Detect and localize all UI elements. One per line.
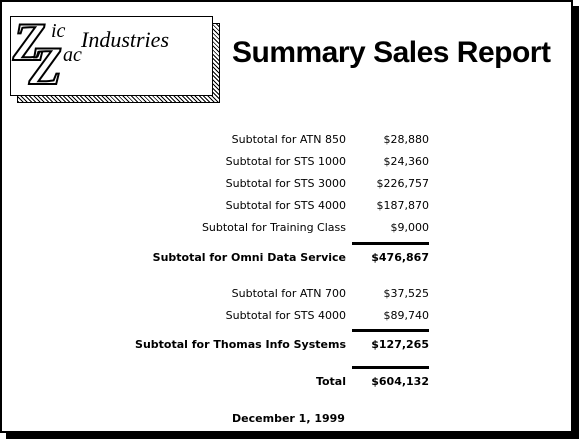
line-item: Subtotal for STS 4000 $89,740 — [2, 306, 575, 326]
line-item: Subtotal for ATN 700 $37,525 — [2, 284, 575, 304]
company-logo: Z ic Z ac Industries — [10, 12, 213, 96]
logo-letter-z-top: Z — [12, 12, 47, 72]
line-item-label: Subtotal for STS 4000 — [225, 309, 346, 322]
logo-letter-z-bottom: Z — [28, 36, 63, 96]
line-item: Subtotal for ATN 850 $28,880 — [2, 130, 575, 150]
line-item-amount: $28,880 — [383, 133, 430, 146]
grand-total: Total $604,132 — [2, 372, 575, 392]
line-item-label: Subtotal for STS 1000 — [225, 155, 346, 168]
total-rule — [352, 366, 429, 369]
line-item: Subtotal for STS 3000 $226,757 — [2, 174, 575, 194]
logo-text-ic: ic — [51, 20, 66, 42]
grand-total-label: Total — [315, 375, 346, 388]
subtotal-rule — [352, 242, 429, 245]
group-subtotal-amount: $476,867 — [371, 251, 429, 264]
line-item-label: Subtotal for ATN 700 — [231, 287, 346, 300]
report-title: Summary Sales Report — [232, 36, 551, 69]
line-item: Subtotal for STS 1000 $24,360 — [2, 152, 575, 172]
group-subtotal-label: Subtotal for Thomas Info Systems — [135, 338, 346, 351]
line-item-label: Subtotal for STS 3000 — [225, 177, 346, 190]
group-subtotal: Subtotal for Omni Data Service $476,867 — [2, 248, 575, 268]
line-item-label: Subtotal for STS 4000 — [225, 199, 346, 212]
report-date: December 1, 1999 — [232, 412, 345, 425]
report-window: Z ic Z ac Industries Summary Sales Repor… — [0, 0, 573, 433]
line-item-amount: $89,740 — [383, 309, 430, 322]
grand-total-amount: $604,132 — [371, 375, 429, 388]
group-subtotal-label: Subtotal for Omni Data Service — [152, 251, 346, 264]
line-item: Subtotal for Training Class $9,000 — [2, 218, 575, 238]
line-item-amount: $226,757 — [376, 177, 430, 190]
logo-text-ac: ac — [63, 44, 82, 66]
group-subtotal-amount: $127,265 — [371, 338, 429, 351]
line-item-amount: $187,870 — [376, 199, 430, 212]
line-item-amount: $37,525 — [383, 287, 430, 300]
subtotal-rule — [352, 329, 429, 332]
group-subtotal: Subtotal for Thomas Info Systems $127,26… — [2, 335, 575, 355]
logo-text-industries: Industries — [81, 27, 169, 52]
line-item: Subtotal for STS 4000 $187,870 — [2, 196, 575, 216]
report-body: Subtotal for ATN 850 $28,880 Subtotal fo… — [2, 2, 575, 435]
line-item-amount: $9,000 — [390, 221, 430, 234]
line-item-amount: $24,360 — [383, 155, 430, 168]
line-item-label: Subtotal for ATN 850 — [231, 133, 346, 146]
line-item-label: Subtotal for Training Class — [201, 221, 346, 234]
